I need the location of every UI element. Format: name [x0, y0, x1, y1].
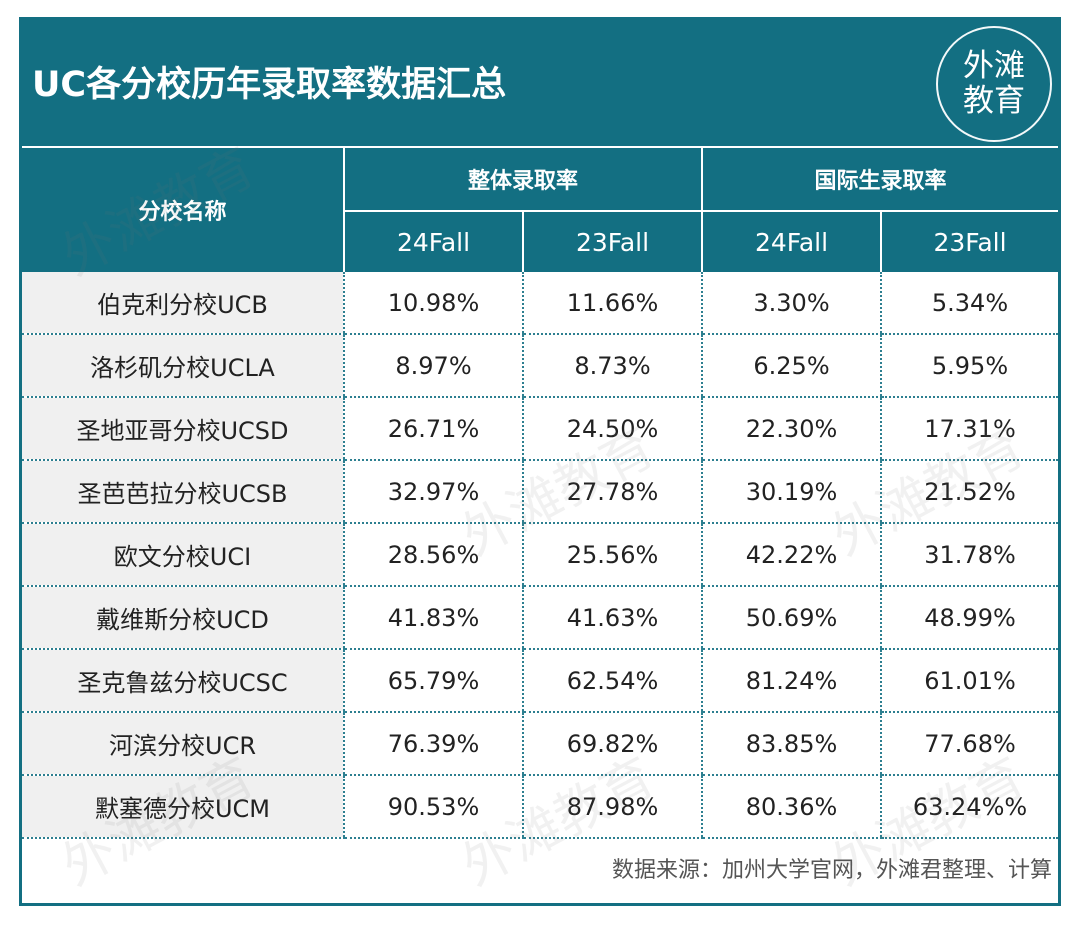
rate-cell: 28.56%: [343, 523, 523, 587]
rate-cell: 21.52%: [880, 460, 1058, 524]
rate-cell: 41.83%: [343, 586, 523, 650]
table-row: 圣克鲁兹分校UCSC 65.79% 62.54% 81.24% 61.01%: [22, 649, 1058, 713]
school-name: 圣克鲁兹分校UCSC: [22, 649, 344, 713]
rate-cell: 24.50%: [521, 397, 703, 461]
header-school-name: 分校名称: [22, 146, 344, 272]
rate-cell: 5.34%: [880, 272, 1058, 335]
school-name: 河滨分校UCR: [22, 712, 344, 776]
admission-rate-table: 分校名称 整体录取率 国际生录取率 24Fall 23Fall 24Fall 2…: [22, 146, 1058, 839]
table-row: 默塞德分校UCM 90.53% 87.98% 80.36% 63.24%%: [22, 775, 1058, 839]
rate-cell: 62.54%: [521, 649, 703, 713]
rate-cell: 6.25%: [701, 334, 882, 398]
rate-cell: 65.79%: [343, 649, 523, 713]
rate-cell: 5.95%: [880, 334, 1058, 398]
rate-cell: 61.01%: [880, 649, 1058, 713]
rate-cell: 26.71%: [343, 397, 523, 461]
rate-cell: 32.97%: [343, 460, 523, 524]
school-name: 欧文分校UCI: [22, 523, 344, 587]
rate-cell: 27.78%: [521, 460, 703, 524]
rate-cell: 87.98%: [521, 775, 703, 839]
school-name: 戴维斯分校UCD: [22, 586, 344, 650]
rate-cell: 30.19%: [701, 460, 882, 524]
rate-cell: 63.24%%: [880, 775, 1058, 839]
rate-cell: 50.69%: [701, 586, 882, 650]
table-row: 伯克利分校UCB 10.98% 11.66% 3.30% 5.34%: [22, 272, 1058, 335]
rate-cell: 42.22%: [701, 523, 882, 587]
school-name: 圣芭芭拉分校UCSB: [22, 460, 344, 524]
table-card: UC各分校历年录取率数据汇总 外滩 教育 分校名称 整体录取率 国际生录取率 2…: [19, 17, 1061, 906]
rate-cell: 8.97%: [343, 334, 523, 398]
rate-cell: 3.30%: [701, 272, 882, 335]
rate-cell: 41.63%: [521, 586, 703, 650]
table-row: 圣地亚哥分校UCSD 26.71% 24.50% 22.30% 17.31%: [22, 397, 1058, 461]
school-name: 默塞德分校UCM: [22, 775, 344, 839]
logo-line-2: 教育: [963, 83, 1025, 119]
rate-cell: 22.30%: [701, 397, 882, 461]
table-row: 圣芭芭拉分校UCSB 32.97% 27.78% 30.19% 21.52%: [22, 460, 1058, 524]
rate-cell: 77.68%: [880, 712, 1058, 776]
header-group-international: 国际生录取率: [701, 146, 1058, 211]
rate-cell: 90.53%: [343, 775, 523, 839]
table-row: 戴维斯分校UCD 41.83% 41.63% 50.69% 48.99%: [22, 586, 1058, 650]
table-row: 洛杉矶分校UCLA 8.97% 8.73% 6.25% 5.95%: [22, 334, 1058, 398]
header-overall-23fall: 23Fall: [521, 210, 703, 272]
rate-cell: 11.66%: [521, 272, 703, 335]
rate-cell: 17.31%: [880, 397, 1058, 461]
rate-cell: 81.24%: [701, 649, 882, 713]
rate-cell: 69.82%: [521, 712, 703, 776]
logo-line-1: 外滩: [963, 48, 1025, 84]
school-name: 伯克利分校UCB: [22, 272, 344, 335]
rate-cell: 8.73%: [521, 334, 703, 398]
rate-cell: 10.98%: [343, 272, 523, 335]
rate-cell: 48.99%: [880, 586, 1058, 650]
header-group-overall: 整体录取率: [342, 146, 703, 211]
rate-cell: 80.36%: [701, 775, 882, 839]
rate-cell: 76.39%: [343, 712, 523, 776]
header-intl-23fall: 23Fall: [880, 210, 1058, 272]
page-title: UC各分校历年录取率数据汇总: [32, 65, 507, 105]
header-overall-24fall: 24Fall: [343, 210, 523, 272]
header-intl-24fall: 24Fall: [701, 210, 882, 272]
rate-cell: 31.78%: [880, 523, 1058, 587]
table-row: 欧文分校UCI 28.56% 25.56% 42.22% 31.78%: [22, 523, 1058, 587]
school-name: 洛杉矶分校UCLA: [22, 334, 344, 398]
title-bar: UC各分校历年录取率数据汇总 外滩 教育: [22, 20, 1058, 146]
table-row: 河滨分校UCR 76.39% 69.82% 83.85% 77.68%: [22, 712, 1058, 776]
school-name: 圣地亚哥分校UCSD: [22, 397, 344, 461]
rate-cell: 25.56%: [521, 523, 703, 587]
data-source-note: 数据来源：加州大学官网，外滩君整理、计算: [611, 858, 1052, 883]
rate-cell: 83.85%: [701, 712, 882, 776]
logo: 外滩 教育: [936, 26, 1052, 142]
